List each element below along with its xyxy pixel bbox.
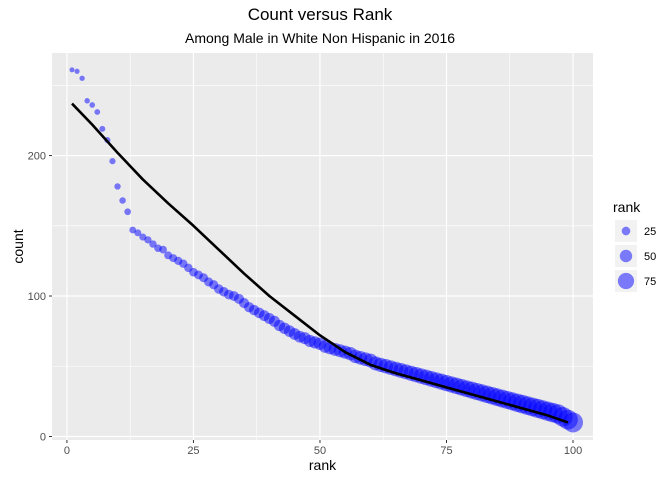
- y-tick-label: 200: [28, 151, 46, 163]
- x-tick-label: 25: [187, 445, 199, 457]
- data-point: [563, 412, 584, 433]
- data-point: [119, 197, 126, 204]
- y-axis-ticks: 0 100 200: [28, 151, 52, 443]
- data-point: [94, 109, 101, 115]
- x-axis-label: rank: [309, 457, 337, 473]
- x-tick-label: 0: [64, 445, 70, 457]
- chart-title: Count versus Rank: [247, 5, 393, 24]
- data-point: [89, 102, 96, 108]
- legend: rank 25 50 75: [613, 199, 656, 292]
- data-point: [114, 183, 121, 190]
- data-point: [159, 245, 167, 254]
- legend-symbol: [617, 272, 635, 290]
- legend-symbol: [619, 249, 633, 263]
- fit-line: [71, 102, 569, 424]
- data-point: [144, 236, 152, 244]
- grid-minor: [52, 53, 593, 440]
- plot-panel: [52, 53, 593, 440]
- data-point: [84, 98, 90, 104]
- legend-label: 75: [644, 276, 656, 288]
- x-axis-ticks: 0 25 50 75 100: [64, 440, 582, 457]
- x-tick-label: 75: [440, 445, 452, 457]
- x-tick-label: 100: [564, 445, 582, 457]
- x-tick-label: 50: [314, 445, 326, 457]
- y-tick-label: 100: [28, 291, 46, 303]
- y-tick-label: 0: [40, 431, 46, 443]
- data-point: [149, 240, 157, 248]
- data-point: [69, 67, 75, 73]
- grid-major: [52, 53, 593, 440]
- data-point: [124, 208, 131, 216]
- legend-symbol: [621, 226, 631, 236]
- chart-subtitle: Among Male in White Non Hispanic in 2016: [184, 30, 456, 46]
- data-point: [129, 226, 137, 234]
- legend-label: 50: [644, 251, 656, 263]
- data-point: [79, 75, 85, 81]
- data-point: [109, 158, 116, 165]
- data-point: [74, 68, 80, 74]
- legend-label: 25: [644, 226, 656, 238]
- data-point: [99, 125, 106, 132]
- data-point: [134, 229, 142, 237]
- y-axis-label: count: [10, 229, 26, 263]
- legend-title: rank: [613, 199, 641, 215]
